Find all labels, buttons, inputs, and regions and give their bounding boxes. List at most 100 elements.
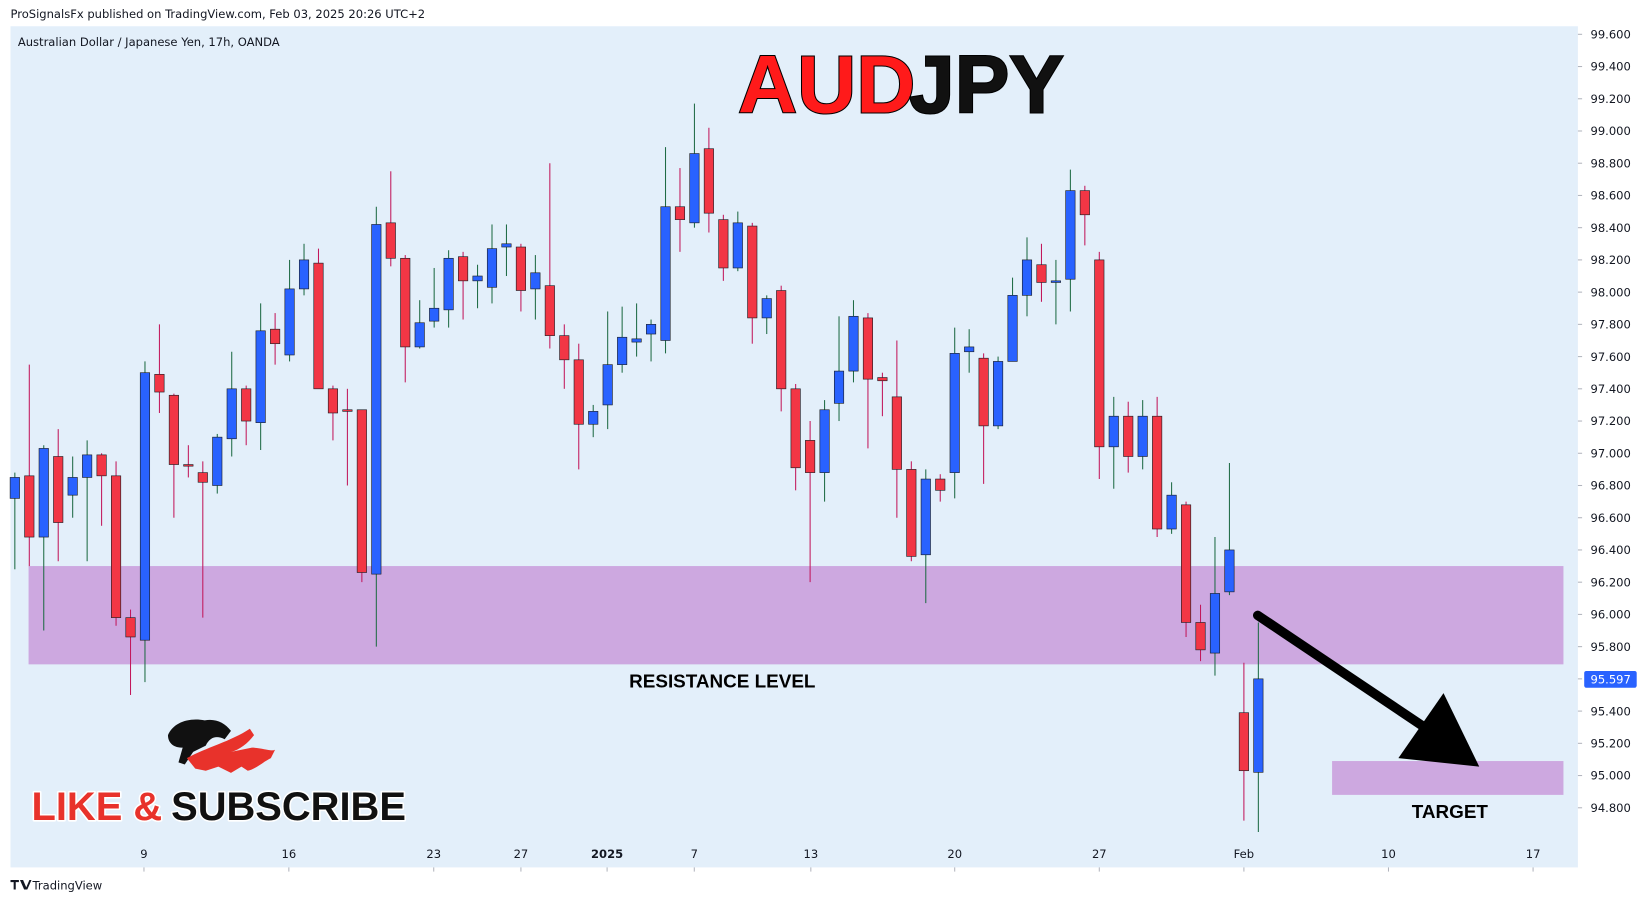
- candle-body: [400, 257, 411, 348]
- candle-body: [197, 472, 208, 483]
- x-tick-label: 20: [947, 847, 962, 861]
- x-tick-label: 7: [691, 847, 698, 861]
- x-tick-label: 13: [803, 847, 818, 861]
- candle-body: [255, 330, 266, 423]
- candle-body: [573, 359, 584, 425]
- candle-body: [486, 248, 498, 288]
- candle-body: [1195, 622, 1206, 651]
- zone: [28, 566, 1564, 665]
- x-tick-label: 10: [1381, 847, 1396, 861]
- y-tick-label: 98.200: [1591, 253, 1631, 267]
- candle-body: [993, 361, 1004, 427]
- last-price-box: [1584, 670, 1637, 688]
- candle-body: [617, 336, 628, 365]
- candle-body: [385, 222, 396, 259]
- x-tick-label: 2025: [591, 847, 623, 861]
- x-tick-label: 23: [426, 847, 441, 861]
- x-tick-label: 16: [282, 847, 297, 861]
- candle-body: [1079, 190, 1090, 216]
- candle-body: [1036, 264, 1047, 283]
- candle-body: [862, 317, 873, 380]
- candle-body: [82, 454, 93, 478]
- y-tick-label: 99.600: [1591, 28, 1631, 42]
- bull-icon: [186, 728, 276, 773]
- candle-body: [891, 396, 902, 470]
- y-tick-label: 96.600: [1591, 511, 1631, 525]
- candle-body: [1137, 415, 1148, 457]
- candle-body: [544, 285, 555, 336]
- candle-body: [168, 394, 179, 465]
- candle-body: [356, 409, 367, 573]
- candle-body: [949, 353, 960, 473]
- candle-body: [935, 478, 946, 491]
- candle-body: [718, 219, 729, 269]
- candle-body: [53, 456, 64, 523]
- candle-body: [501, 243, 512, 248]
- y-tick-label: 96.200: [1591, 575, 1631, 589]
- candle-body: [833, 370, 845, 404]
- candle-body: [515, 246, 526, 291]
- candle-body: [429, 307, 440, 322]
- candle-body: [1224, 549, 1235, 593]
- candle-body: [732, 222, 743, 269]
- candle-body: [298, 259, 310, 290]
- candle-body: [414, 322, 425, 348]
- candle-body: [848, 315, 859, 372]
- candle-body: [96, 454, 107, 477]
- candle-body: [1166, 494, 1177, 530]
- y-tick-label: 95.000: [1591, 769, 1631, 783]
- footer-text: TradingView: [32, 878, 103, 892]
- x-tick-label: 9: [140, 847, 147, 861]
- candle-body: [241, 388, 252, 422]
- y-tick-label: 99.000: [1591, 124, 1631, 138]
- logo-text: LIKE &: [31, 785, 162, 829]
- candle-body: [9, 477, 20, 499]
- candle-body: [342, 409, 353, 412]
- candle-body: [139, 372, 151, 641]
- arrow: [1252, 610, 1480, 767]
- candle-body: [38, 448, 49, 538]
- footer-logo: [10, 879, 32, 890]
- candle-body: [67, 477, 78, 496]
- candle-body: [313, 262, 324, 390]
- candle-body: [877, 377, 888, 382]
- x-tick-label: 17: [1526, 847, 1541, 861]
- candle-body: [689, 153, 700, 224]
- candle-body: [1108, 415, 1119, 448]
- title-part: JPY: [909, 39, 1064, 130]
- candle-body: [1123, 415, 1134, 457]
- header: ProSignalsFx published on TradingView.co…: [10, 7, 425, 21]
- candle-body: [660, 206, 671, 341]
- y-tick-label: 99.200: [1591, 92, 1631, 106]
- arrow-head: [1398, 693, 1480, 767]
- candle-body: [24, 475, 35, 538]
- candles: [9, 103, 1264, 832]
- candle-body: [125, 617, 136, 638]
- y-tick-label: 98.400: [1591, 221, 1631, 235]
- candle-body: [284, 288, 295, 356]
- x-tick-label: 27: [1092, 847, 1107, 861]
- candle-body: [674, 206, 686, 220]
- footer: TradingView: [10, 878, 102, 892]
- candle-body: [761, 298, 772, 319]
- x-tick-label: 27: [514, 847, 529, 861]
- candle-body: [443, 257, 454, 311]
- title-part: AUD: [738, 39, 915, 130]
- candle-body: [1181, 504, 1192, 623]
- candle-body: [1209, 593, 1221, 654]
- candle-body: [790, 388, 801, 469]
- y-tick-label: 94.800: [1591, 801, 1631, 815]
- y-tick-label: 95.800: [1591, 640, 1631, 654]
- candle-body: [327, 388, 338, 414]
- candle-body: [270, 328, 281, 345]
- candle-body: [964, 346, 975, 353]
- candle-body: [646, 324, 657, 335]
- y-tick-label: 98.600: [1591, 189, 1631, 203]
- candle-body: [530, 272, 541, 290]
- candle-body: [458, 256, 469, 282]
- candle-body: [747, 225, 758, 319]
- y-tick-label: 96.800: [1591, 479, 1631, 493]
- y-tick-label: 98.000: [1591, 285, 1631, 299]
- logo-text: SUBSCRIBE: [171, 785, 406, 829]
- candle-body: [1050, 280, 1061, 283]
